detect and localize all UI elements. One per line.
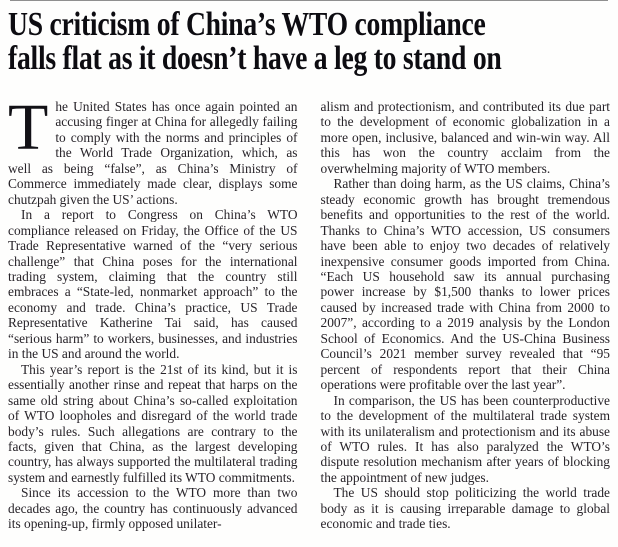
paragraph-6: In comparison, the US has been counterpr… xyxy=(320,392,611,485)
paragraph-4-part-1: Since its accession to the WTO more than… xyxy=(8,485,298,532)
headline: US criticism of China’s WTO compliance f… xyxy=(0,0,618,76)
paragraph-3: This year’s report is the 21st of its ki… xyxy=(8,361,298,485)
drop-cap: T xyxy=(8,91,49,164)
paragraph-2: In a report to Congress on China’s WTO c… xyxy=(8,207,298,362)
headline-line-2: falls flat as it doesn’t have a leg to s… xyxy=(8,40,502,77)
top-rule-divider xyxy=(10,0,608,1)
headline-line-1: US criticism of China’s WTO compliance xyxy=(8,6,486,43)
paragraph-7: The US should stop politicizing the worl… xyxy=(320,485,611,532)
right-column: alism and protectionism, and contributed… xyxy=(321,99,611,532)
paragraph-5: Rather than doing harm, as the US claims… xyxy=(320,176,611,393)
paragraph-1-text: he United States has once again pointed … xyxy=(8,99,298,207)
paragraph-4-part-2: alism and protectionism, and contributed… xyxy=(320,99,611,176)
